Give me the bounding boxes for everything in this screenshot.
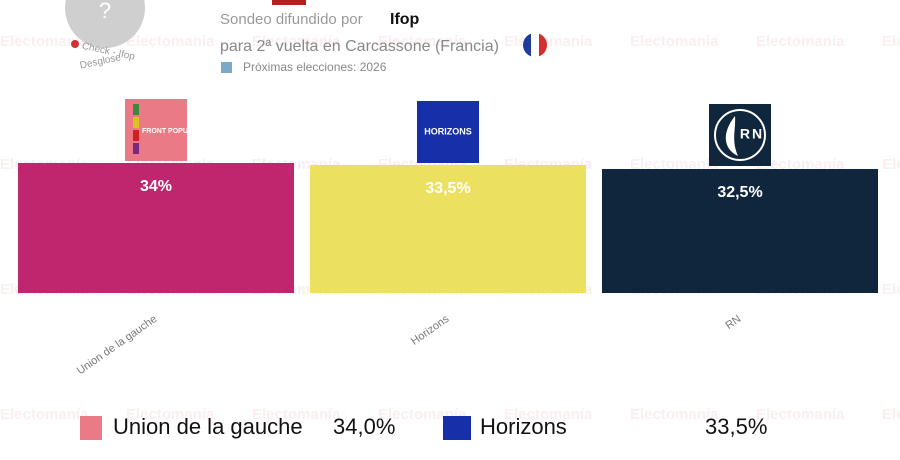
- legend-swatch: [443, 416, 471, 440]
- next-elections: Próximas elecciones: 2026: [243, 60, 387, 74]
- logo-flame: [725, 116, 738, 156]
- legend-value: 34,0%: [333, 414, 395, 439]
- x-tick-label: Horizons: [409, 313, 452, 348]
- watermark: Electomanía: [252, 33, 341, 50]
- watermark: Electomanía: [882, 156, 900, 173]
- bar: [18, 163, 294, 293]
- watermark: Electomanía: [882, 33, 900, 50]
- watermark: Electomanía: [504, 406, 593, 423]
- avatar-badge: ?: [99, 0, 111, 23]
- legend-label: Union de la gauche: [113, 414, 303, 439]
- source-prefix: Sondeo difundido por: [220, 11, 363, 28]
- watermark: Electomanía: [630, 33, 719, 50]
- logo: [417, 101, 479, 163]
- watermark: Electomanía: [378, 33, 467, 50]
- watermark: Electomanía: [0, 406, 89, 423]
- watermark: Electomanía: [756, 406, 845, 423]
- watermark: Electomanía: [756, 33, 845, 50]
- watermark: Electomanía: [882, 406, 900, 423]
- calendar-icon: [221, 62, 232, 73]
- x-tick-label: Union de la gauche: [75, 313, 160, 377]
- legend-value: 33,5%: [705, 414, 767, 439]
- logo-text: RN: [740, 126, 764, 142]
- logo-text: HORIZONS: [424, 126, 472, 136]
- subtitle: para 2ª vuelta en Carcassone (Francia): [220, 38, 499, 55]
- watermark: Electomanía: [504, 33, 593, 50]
- header-accent: [272, 0, 306, 5]
- watermarks: Electomanía Electomanía Electomanía Electom…: [0, 33, 900, 423]
- value-label: 32,5%: [717, 184, 762, 201]
- source: Ifop: [390, 11, 420, 28]
- logo-stripe: [133, 117, 139, 128]
- value-label: 34%: [140, 178, 172, 195]
- logo-stripe: [133, 104, 139, 115]
- watermark: Electomanía: [630, 406, 719, 423]
- watermark: Electomanía: [756, 156, 845, 173]
- x-tick-label: RN: [723, 313, 743, 332]
- logo-text: FRONT POPULAIRE: [142, 128, 209, 135]
- flag: [523, 33, 547, 57]
- avatar: [65, 0, 145, 48]
- logo-stripe: [133, 143, 139, 154]
- watermark: Electomanía: [126, 33, 215, 50]
- logo-stripe: [133, 130, 139, 141]
- legend-swatch: [80, 416, 102, 440]
- watermark: Electomanía: [0, 33, 89, 50]
- logo-ring: [714, 109, 766, 161]
- logo: [709, 104, 771, 166]
- bar: [310, 165, 586, 293]
- check-icon: [71, 40, 79, 48]
- watermark: Electomanía: [126, 406, 215, 423]
- watermark: Electomanía: [882, 281, 900, 298]
- legend-label: Horizons: [480, 414, 567, 439]
- bar: [602, 169, 878, 293]
- watermark: Electomanía: [252, 406, 341, 423]
- value-label: 33,5%: [425, 180, 470, 197]
- watermark: Electomanía: [630, 156, 719, 173]
